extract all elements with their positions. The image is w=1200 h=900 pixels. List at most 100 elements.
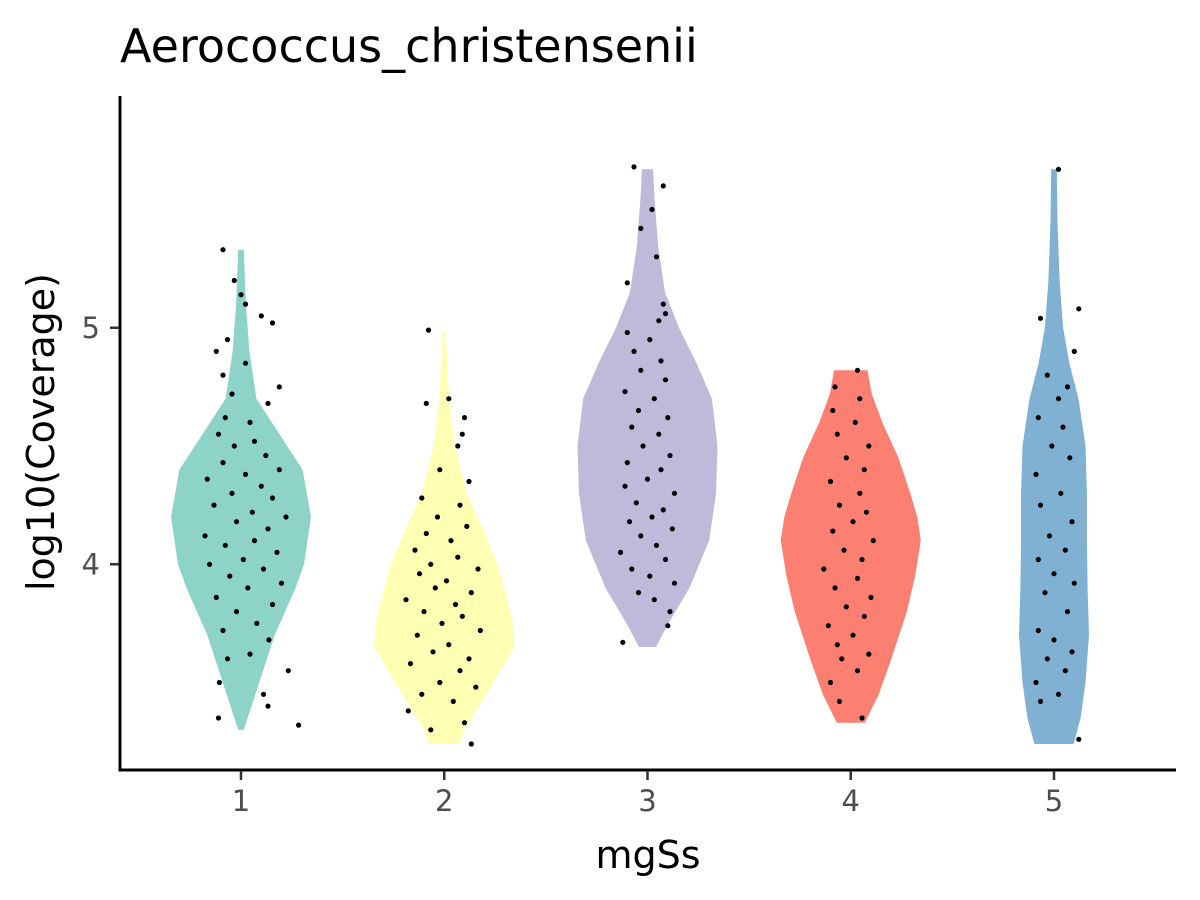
- data-point: [220, 627, 226, 634]
- data-point: [238, 292, 244, 298]
- data-point: [660, 183, 666, 189]
- data-point: [1042, 590, 1048, 596]
- data-point: [1035, 415, 1041, 421]
- data-point: [276, 467, 282, 473]
- data-point: [247, 419, 253, 425]
- data-point: [242, 471, 249, 477]
- data-point: [227, 573, 233, 579]
- data-point: [629, 566, 635, 572]
- data-point: [416, 571, 423, 577]
- data-point: [1044, 656, 1050, 662]
- data-point: [412, 547, 418, 553]
- data-point: [423, 530, 429, 537]
- data-point: [407, 661, 414, 667]
- violin-3: [577, 169, 718, 648]
- data-point: [836, 698, 843, 705]
- data-point: [665, 415, 671, 421]
- data-point: [448, 538, 454, 544]
- data-point: [269, 601, 276, 608]
- data-point: [245, 585, 251, 591]
- data-point: [830, 407, 836, 414]
- data-point: [629, 424, 635, 430]
- data-point: [834, 431, 840, 437]
- data-point: [446, 396, 452, 402]
- data-point: [466, 656, 472, 662]
- data-point: [468, 741, 474, 747]
- data-point: [229, 490, 235, 496]
- data-point: [274, 549, 280, 556]
- data-point: [423, 400, 429, 406]
- data-point: [644, 476, 651, 482]
- data-point: [665, 623, 671, 629]
- data-point: [866, 443, 872, 449]
- data-point: [233, 609, 240, 615]
- data-point: [266, 637, 272, 643]
- data-point: [640, 443, 646, 449]
- data-point: [461, 415, 468, 421]
- y-tick-label: 4: [82, 547, 100, 581]
- data-point: [638, 225, 644, 231]
- data-point: [647, 573, 653, 579]
- data-point: [635, 590, 642, 596]
- data-point: [1069, 649, 1075, 655]
- data-point: [269, 320, 276, 326]
- data-point: [620, 639, 626, 645]
- data-point: [459, 431, 465, 437]
- data-point: [651, 597, 657, 603]
- data-point: [843, 604, 849, 610]
- data-point: [1051, 637, 1057, 643]
- data-point: [1046, 533, 1053, 539]
- data-point: [477, 627, 483, 634]
- data-point: [870, 538, 876, 544]
- data-point: [617, 549, 624, 556]
- data-point: [1035, 556, 1041, 563]
- data-point: [216, 679, 222, 686]
- data-point: [437, 467, 443, 473]
- data-point: [861, 613, 867, 619]
- y-tick-label: 5: [82, 311, 100, 345]
- data-point: [1037, 698, 1044, 705]
- data-point: [222, 415, 228, 421]
- data-point: [222, 542, 228, 548]
- data-point: [224, 656, 231, 662]
- data-point: [457, 502, 463, 508]
- data-point: [827, 679, 834, 686]
- data-point: [220, 247, 226, 253]
- data-point: [1062, 547, 1068, 553]
- data-point: [631, 348, 637, 354]
- data-point: [473, 684, 479, 690]
- x-tick-label: 4: [842, 784, 860, 818]
- jitter-points-layer: [202, 164, 1082, 747]
- data-point: [830, 528, 836, 534]
- data-point: [836, 502, 843, 508]
- data-point: [861, 467, 867, 473]
- data-point: [841, 547, 847, 553]
- data-point: [1067, 455, 1073, 461]
- data-point: [832, 384, 838, 390]
- data-point: [653, 542, 660, 548]
- data-point: [1055, 691, 1062, 697]
- data-point: [1060, 424, 1066, 430]
- data-point: [249, 509, 255, 515]
- data-point: [231, 443, 237, 449]
- data-point: [204, 476, 210, 482]
- data-point: [428, 727, 434, 733]
- data-point: [1033, 471, 1039, 477]
- data-point: [403, 597, 409, 603]
- data-point: [660, 507, 666, 513]
- data-point: [624, 280, 630, 286]
- data-point: [211, 502, 217, 508]
- x-tick-label: 5: [1045, 784, 1063, 818]
- data-point: [859, 715, 865, 721]
- data-point: [247, 651, 253, 657]
- data-point: [434, 514, 441, 520]
- data-point: [1033, 679, 1039, 686]
- data-point: [278, 580, 285, 586]
- data-point: [863, 509, 870, 515]
- data-point: [1035, 627, 1041, 634]
- violin-2: [374, 330, 515, 744]
- data-point: [622, 389, 628, 395]
- data-point: [633, 500, 639, 506]
- data-point: [1058, 490, 1064, 496]
- data-point: [215, 431, 222, 437]
